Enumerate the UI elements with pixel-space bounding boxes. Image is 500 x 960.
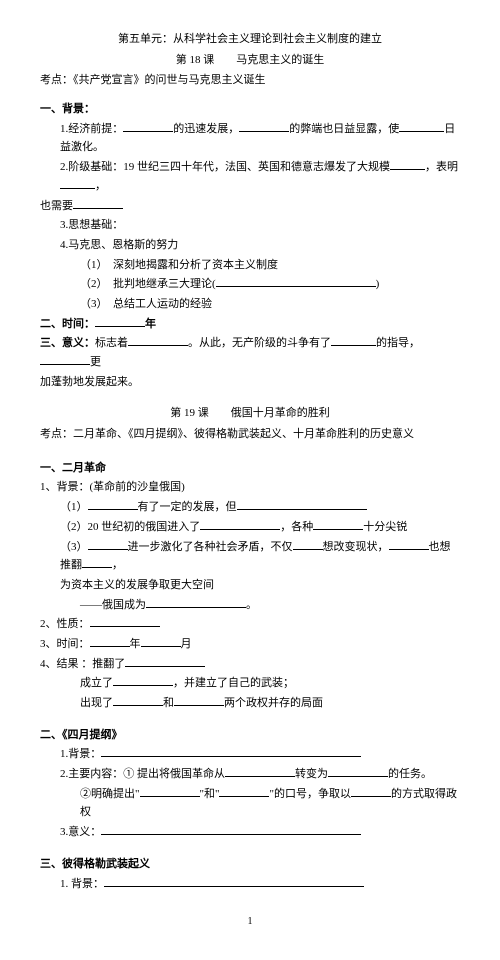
l19-4c: 出现了和两个政权并存的局面 xyxy=(40,694,460,713)
lesson-19-title: 第 19 课 俄国十月革命的胜利 xyxy=(40,404,460,423)
l19-3: 3、时间：年月 xyxy=(40,635,460,654)
l18-1-41: （1） 深刻地揭露和分析了资本主义制度 xyxy=(40,256,460,275)
l18-1-3: 3.思想基础： xyxy=(40,216,460,235)
l19-2: 2、性质： xyxy=(40,615,460,634)
l19-s2-2: 2.主要内容：① 提出将俄国革命从转变为的任务。 xyxy=(40,765,460,784)
l18-1-4: 4.马克思、恩格斯的努力 xyxy=(40,236,460,255)
l19-4a: 成立了，并建立了自己的武装； xyxy=(40,674,460,693)
kaodian-18: 考点：《共产党宣言》的问世与马克思主义诞生 xyxy=(40,71,460,90)
l19-1-1-2: （2）20 世纪初的俄国进入了，各种十分尖锐 xyxy=(40,518,460,537)
l18-s3b: 加蓬勃地发展起来。 xyxy=(40,373,460,392)
l19-s2-3: 3.意义： xyxy=(40,823,460,842)
lesson-18-title: 第 18 课 马克思主义的诞生 xyxy=(40,51,460,70)
l19-1-1-3g: ——俄国成为。 xyxy=(40,596,460,615)
l19-1-1: 1、背景：(革命前的沙皇俄国) xyxy=(40,478,460,497)
l19-s3-1: 1. 背景： xyxy=(40,875,460,894)
unit-title: 第五单元：从科学社会主义理论到社会主义制度的建立 xyxy=(40,30,460,49)
l18-1-42: （2） 批判地继承三大理论() xyxy=(40,275,460,294)
l19-s2-t: 二、《四月提纲》 xyxy=(40,726,460,745)
l18-s3: 三、意义：标志着。从此，无产阶级的斗争有了的指导，更 xyxy=(40,334,460,371)
l18-s2: 二、时间：年 xyxy=(40,315,460,334)
l19-1-1-1: （1）有了一定的发展，但 xyxy=(40,498,460,517)
page-number: 1 xyxy=(40,913,460,930)
l19-s1-t: 一、二月革命 xyxy=(40,459,460,478)
kaodian-19: 考点：二月革命、《四月提纲》、彼得格勒武装起义、十月革命胜利的历史意义 xyxy=(40,425,460,444)
l18-1-2b: 也需要 xyxy=(40,197,460,216)
l18-1-1: 1.经济前提：的迅速发展，的弊端也日益显露，使日益激化。 xyxy=(40,120,460,157)
l19-s2-2b: ②明确提出""和""的口号，争取以的方式取得政权 xyxy=(40,785,460,822)
l19-s2-1: 1.背景： xyxy=(40,745,460,764)
l19-s3-t: 三、彼得格勒武装起义 xyxy=(40,855,460,874)
l19-1-1-3: （3）进一步激化了各种社会矛盾，不仅想改变现状，也想推翻， xyxy=(40,538,460,575)
sec1-title: 一、背景： xyxy=(40,100,460,119)
l18-1-2: 2.阶级基础：19 世纪三四十年代，法国、英国和德意志爆发了大规模，表明， xyxy=(40,158,460,195)
l19-4: 4、结果 ：推翻了 xyxy=(40,655,460,674)
l19-1-1-3f: 为资本主义的发展争取更大空间 xyxy=(40,576,460,595)
l18-1-43: （3） 总结工人运动的经验 xyxy=(40,295,460,314)
